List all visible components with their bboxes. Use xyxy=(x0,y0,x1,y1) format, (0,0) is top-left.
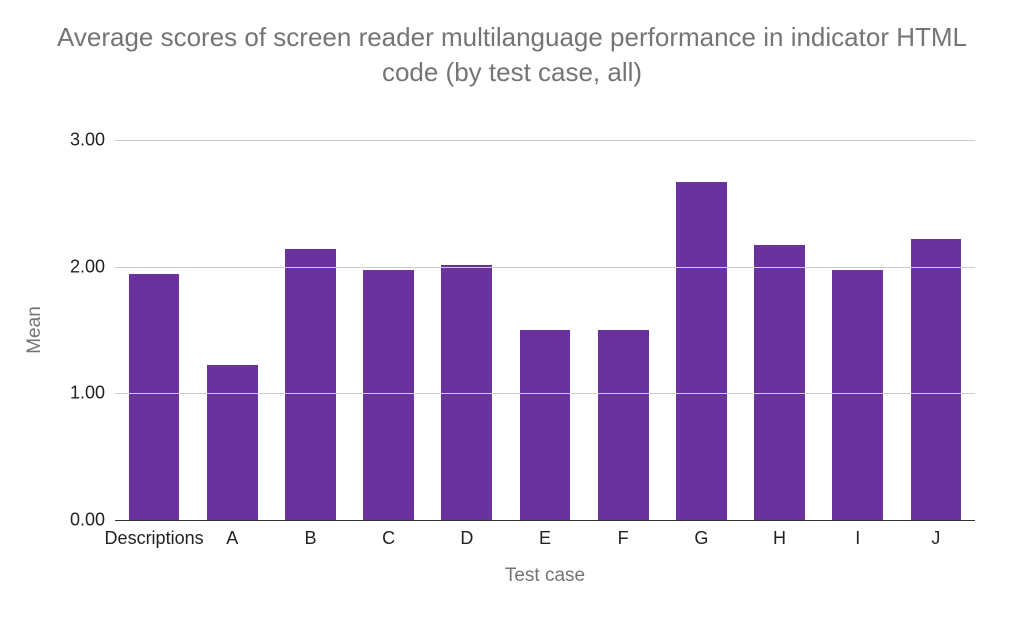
x-tick-label: A xyxy=(226,528,238,549)
gridline xyxy=(115,393,975,394)
bar xyxy=(754,245,805,520)
bar xyxy=(911,239,962,520)
x-tick-label: I xyxy=(855,528,860,549)
x-tick-label: G xyxy=(694,528,708,549)
gridline xyxy=(115,140,975,141)
bar xyxy=(363,270,414,520)
bar xyxy=(832,270,883,520)
gridline xyxy=(115,520,975,521)
x-tick-label: H xyxy=(773,528,786,549)
x-tick-label: E xyxy=(539,528,551,549)
x-axis-label: Test case xyxy=(505,565,585,587)
x-tick-label: C xyxy=(382,528,395,549)
x-tick-label: B xyxy=(304,528,316,549)
bar xyxy=(129,274,180,520)
chart-title: Average scores of screen reader multilan… xyxy=(0,20,1024,90)
bar xyxy=(285,249,336,520)
bars-container xyxy=(115,140,975,520)
x-tick-label: J xyxy=(931,528,940,549)
bar xyxy=(520,330,571,520)
bar xyxy=(598,330,649,520)
y-tick-label: 2.00 xyxy=(70,256,105,277)
y-tick-label: 3.00 xyxy=(70,130,105,151)
bar-chart: Average scores of screen reader multilan… xyxy=(0,0,1024,633)
plot-area: Mean Test case 0.001.002.003.00Descripti… xyxy=(115,140,975,520)
y-tick-label: 0.00 xyxy=(70,510,105,531)
y-axis-label: Mean xyxy=(24,306,46,354)
bar xyxy=(207,365,258,520)
x-tick-label: F xyxy=(618,528,629,549)
x-tick-label: Descriptions xyxy=(105,528,204,549)
bar xyxy=(676,182,727,520)
y-tick-label: 1.00 xyxy=(70,383,105,404)
x-tick-label: D xyxy=(460,528,473,549)
gridline xyxy=(115,267,975,268)
